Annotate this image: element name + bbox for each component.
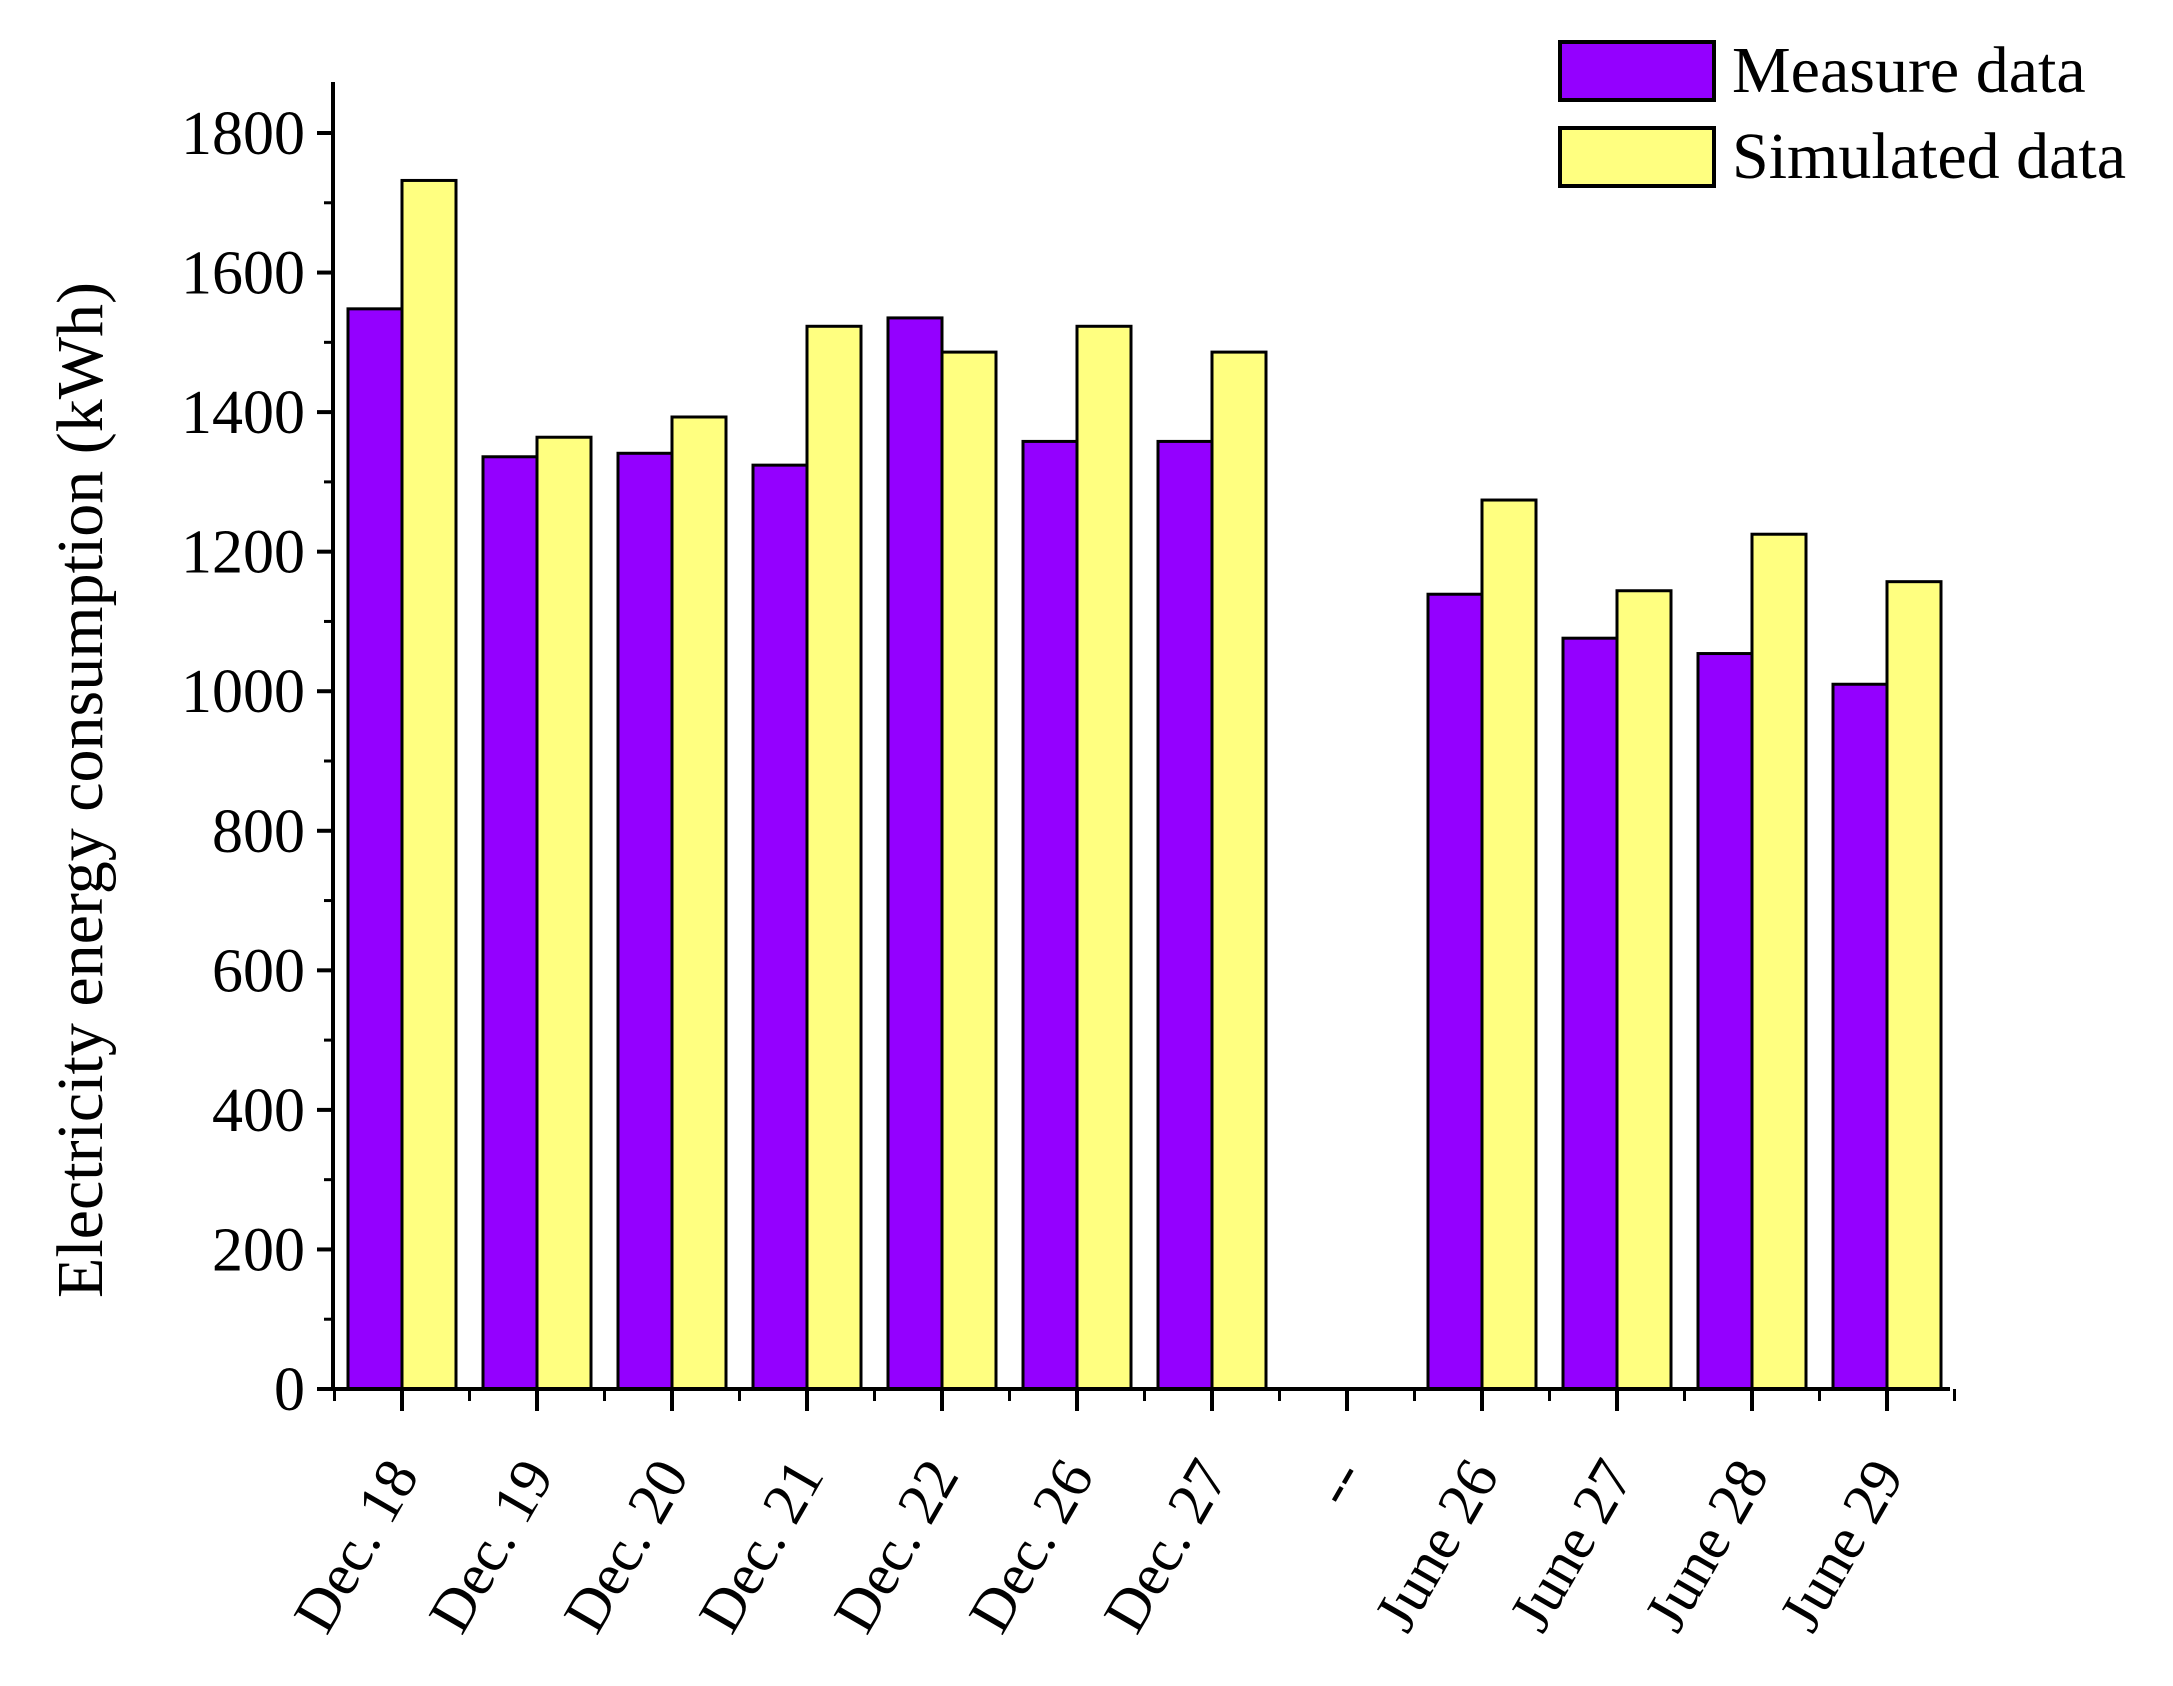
y-tick-label-3: 400 — [212, 1077, 305, 1145]
legend-label-1: Measure data — [1732, 34, 2086, 107]
x-category-label-12: June 29 — [1767, 1449, 1917, 1642]
legend: Measure data Simulated data — [1558, 34, 2126, 193]
x-category-label-6: Dec. 26 — [956, 1449, 1106, 1644]
measure-bar-7 — [1156, 439, 1214, 1391]
measure-bar-3 — [616, 451, 674, 1391]
x-category-label-10: June 27 — [1497, 1449, 1647, 1642]
simulated-bar-5 — [940, 350, 998, 1391]
measure-bar-11 — [1696, 652, 1754, 1391]
measure-bar-1 — [346, 307, 404, 1391]
x-category-label-1: Dec. 18 — [281, 1449, 431, 1644]
bars-layer — [346, 178, 1943, 1391]
y-tick-label-1: 0 — [274, 1356, 305, 1424]
simulated-bar-12 — [1885, 580, 1943, 1391]
y-tick-label-8: 1400 — [181, 379, 305, 447]
measure-bar-4 — [751, 463, 809, 1391]
legend-swatch-2 — [1558, 126, 1716, 188]
simulated-bar-7 — [1210, 350, 1268, 1391]
x-category-label-4: Dec. 21 — [686, 1449, 836, 1644]
y-tick-label-5: 800 — [212, 798, 305, 866]
y-axis-title: Electricity energy consumption (kWh) — [44, 282, 117, 1298]
x-category-label-8: -- — [1299, 1449, 1376, 1517]
measure-bar-5 — [886, 316, 944, 1391]
measure-bar-10 — [1561, 636, 1619, 1391]
legend-label-2: Simulated data — [1732, 120, 2126, 193]
simulated-bar-2 — [535, 435, 593, 1391]
legend-swatch-1 — [1558, 40, 1716, 102]
measure-bar-2 — [481, 455, 539, 1391]
x-category-label-3: Dec. 20 — [551, 1449, 701, 1644]
simulated-bar-9 — [1480, 498, 1538, 1391]
simulated-bar-3 — [670, 415, 728, 1391]
y-tick-label-7: 1200 — [181, 519, 305, 587]
simulated-bar-10 — [1615, 589, 1673, 1391]
y-tick-label-10: 1800 — [181, 100, 305, 168]
measure-bar-9 — [1426, 592, 1484, 1391]
measure-bar-12 — [1831, 682, 1889, 1391]
x-category-label-5: Dec. 22 — [821, 1449, 971, 1644]
measure-bar-6 — [1021, 439, 1079, 1391]
simulated-bar-6 — [1075, 324, 1133, 1391]
x-category-label-9: June 26 — [1362, 1449, 1512, 1642]
y-tick-label-6: 1000 — [181, 658, 305, 726]
x-category-label-2: Dec. 19 — [416, 1449, 566, 1644]
x-category-label-11: June 28 — [1632, 1449, 1782, 1642]
x-category-label-7: Dec. 27 — [1091, 1449, 1241, 1644]
y-tick-label-4: 600 — [212, 937, 305, 1005]
simulated-bar-11 — [1750, 532, 1808, 1391]
y-tick-label-9: 1600 — [181, 240, 305, 308]
simulated-bar-4 — [805, 324, 863, 1391]
y-tick-label-2: 200 — [212, 1216, 305, 1284]
simulated-bar-1 — [400, 178, 458, 1391]
